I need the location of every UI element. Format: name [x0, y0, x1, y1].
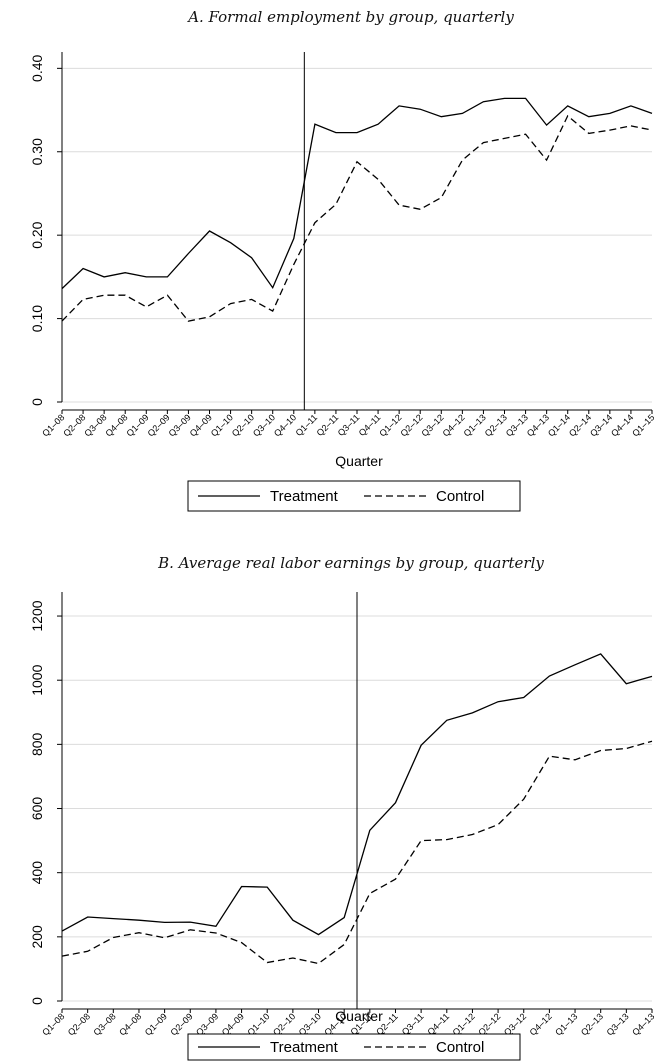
x-tick-label: Q1–13	[462, 412, 488, 438]
x-tick-label: Q1–11	[294, 412, 320, 438]
series-line-treatment	[61, 97, 653, 290]
x-tick-label: Q3–11	[400, 1011, 426, 1037]
x-tick-label: Q2–11	[315, 412, 341, 438]
x-tick-label: Q2–13	[483, 412, 509, 438]
legend-label-treatment: Treatment	[270, 1039, 339, 1056]
x-tick-label: Q2–08	[61, 412, 87, 438]
x-tick-label: Q4–14	[609, 412, 635, 438]
x-tick-label: Q2–13	[579, 1011, 605, 1037]
x-tick-label: Q3–09	[167, 412, 193, 438]
x-tick-label: Q3–14	[588, 412, 614, 438]
chart-title: A. Formal employment by group, quarterly	[186, 8, 514, 26]
y-tick-label: 800	[29, 732, 45, 756]
series-line-control	[61, 114, 653, 322]
y-tick-label: 200	[29, 925, 45, 949]
x-tick-label: Q3–10	[251, 412, 277, 438]
x-tick-label: Q1–15	[630, 412, 654, 438]
x-tick-label: Q1–12	[377, 412, 403, 438]
series-line-control	[61, 740, 653, 965]
x-tick-label: Q4–11	[425, 1011, 451, 1037]
x-axis-label: Quarter	[335, 453, 383, 469]
legend-label-control: Control	[436, 488, 484, 505]
y-tick-label: 0.40	[29, 55, 45, 82]
x-tick-label: Q1–10	[209, 412, 235, 438]
x-tick-label: Q1–13	[553, 1011, 579, 1037]
x-tick-label: Q3–13	[605, 1011, 631, 1037]
x-tick-label: Q4–13	[525, 412, 551, 438]
y-tick-label: 1000	[29, 664, 45, 695]
y-tick-label: 1200	[29, 600, 45, 631]
legend-box	[187, 480, 521, 512]
x-tick-label: Q4–11	[357, 412, 383, 438]
y-tick-label: 0.10	[29, 305, 45, 332]
x-tick-label: Q2–14	[567, 412, 593, 438]
y-tick-label: 0	[29, 997, 45, 1005]
x-tick-label: Q4–08	[117, 1011, 143, 1037]
x-tick-label: Q4–12	[441, 412, 467, 438]
x-tick-label: Q3–08	[92, 1011, 118, 1037]
x-tick-label: Q4–09	[188, 412, 214, 438]
y-tick-label: 0	[29, 398, 45, 406]
y-tick-label: 600	[29, 797, 45, 821]
legend-label-treatment: Treatment	[270, 488, 339, 505]
x-tick-label: Q1–14	[546, 412, 572, 438]
x-tick-label: Q2–12	[398, 412, 424, 438]
chart-panel-a: A. Formal employment by group, quarterly…	[29, 8, 654, 512]
x-tick-label: Q2–09	[146, 412, 172, 438]
x-tick-label: Q4–08	[103, 412, 129, 438]
x-tick-label: Q3–11	[336, 412, 362, 438]
y-tick-label: 0.20	[29, 221, 45, 248]
x-tick-label: Q4–10	[272, 412, 298, 438]
x-tick-label: Q4–12	[528, 1011, 554, 1037]
x-tick-label: Q1–09	[143, 1011, 169, 1037]
legend: Treatment Control	[187, 480, 521, 512]
x-tick-label: Q3–08	[82, 412, 108, 438]
x-tick-label: Q2–08	[66, 1011, 92, 1037]
x-tick-label: Q2–10	[230, 412, 256, 438]
legend: Treatment Control	[187, 1033, 521, 1061]
y-tick-label: 0.30	[29, 138, 45, 165]
series-line-treatment	[61, 653, 653, 936]
legend-label-control: Control	[436, 1039, 484, 1056]
x-tick-label: Q3–12	[420, 412, 446, 438]
chart-panel-b: B. Average real labor earnings by group,…	[29, 554, 654, 1061]
x-tick-label: Q3–13	[504, 412, 530, 438]
x-tick-label: Q1–09	[125, 412, 151, 438]
x-tick-label: Q1–08	[40, 412, 66, 438]
y-tick-label: 400	[29, 861, 45, 885]
x-tick-label: Q1–08	[40, 1011, 66, 1037]
chart-title: B. Average real labor earnings by group,…	[157, 554, 544, 572]
x-tick-label: Q4–13	[630, 1011, 654, 1037]
x-axis-label: Quarter	[335, 1008, 383, 1024]
